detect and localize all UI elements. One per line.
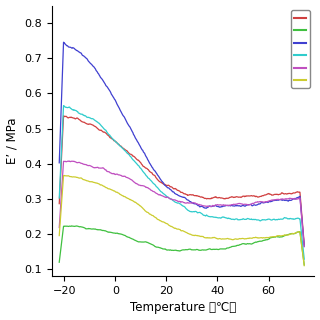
Legend: , , , , , : , , , , , <box>291 11 309 88</box>
X-axis label: Temperature （℃）: Temperature （℃） <box>130 301 236 315</box>
Y-axis label: E’ / MPa: E’ / MPa <box>5 118 19 164</box>
